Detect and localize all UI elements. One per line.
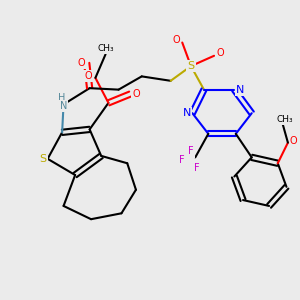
Text: O: O [84, 71, 92, 81]
Text: H: H [58, 94, 66, 103]
Text: S: S [188, 61, 194, 71]
Text: CH₃: CH₃ [97, 44, 114, 53]
Text: CH₃: CH₃ [277, 115, 293, 124]
Text: F: F [194, 163, 200, 173]
Text: O: O [290, 136, 298, 146]
Text: F: F [179, 155, 185, 165]
Text: N: N [236, 85, 244, 94]
Text: O: O [77, 58, 85, 68]
Text: N: N [182, 108, 191, 118]
Text: O: O [132, 89, 140, 99]
Text: S: S [40, 154, 47, 164]
Text: O: O [216, 48, 224, 58]
Text: F: F [188, 146, 194, 157]
Text: O: O [172, 34, 180, 45]
Text: N: N [60, 101, 67, 111]
